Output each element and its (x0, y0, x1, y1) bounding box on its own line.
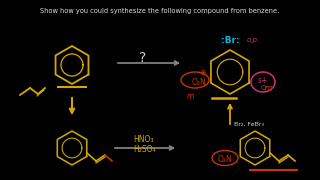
Text: s+: s+ (258, 75, 268, 84)
Text: :Br:: :Br: (221, 35, 239, 44)
Text: Br₂, FeBr₃: Br₂, FeBr₃ (234, 122, 264, 127)
Text: ⊕: ⊕ (199, 68, 205, 76)
Text: ?: ? (140, 51, 147, 65)
Text: m: m (264, 84, 272, 93)
Text: H₂SO₄: H₂SO₄ (133, 145, 155, 154)
Text: m: m (186, 91, 194, 100)
Text: o,p.: o,p. (247, 37, 260, 43)
Text: HNO₃: HNO₃ (134, 134, 154, 143)
Text: O₂N: O₂N (218, 154, 232, 163)
Text: Show how you could synthesize the following compound from benzene.: Show how you could synthesize the follow… (40, 8, 280, 14)
Text: O: O (260, 85, 266, 91)
Text: O₂N: O₂N (192, 78, 207, 87)
